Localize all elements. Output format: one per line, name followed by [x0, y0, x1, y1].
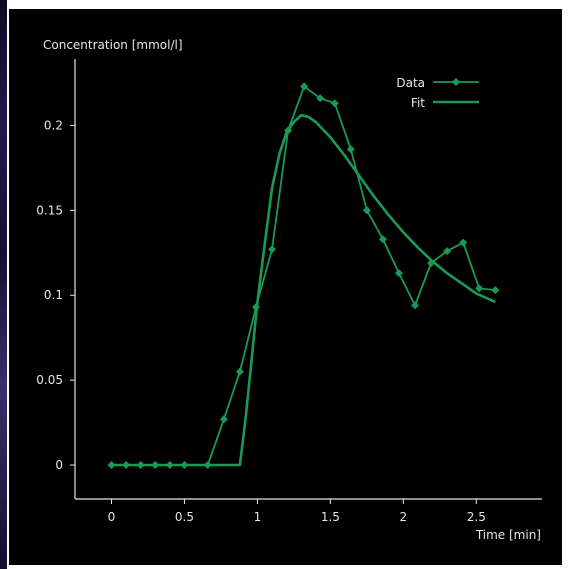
- data-point: [378, 235, 387, 244]
- data-point: [459, 238, 468, 247]
- chart-panel: 0 0.05 0.1 0.15 0.2 0 0.5 1 1.5 2 2.5 Concentrati…: [9, 9, 562, 565]
- series-layer: [107, 82, 500, 470]
- y-tick-label: 0.15: [36, 203, 63, 217]
- data-point: [268, 245, 277, 254]
- background-edge-strip: [0, 0, 7, 569]
- data-point: [107, 461, 116, 470]
- y-tick-label: 0.2: [44, 118, 63, 132]
- x-axis-ticks: 0 0.5 1 1.5 2 2.5: [108, 499, 486, 524]
- y-axis-ticks: 0 0.05 0.1 0.15 0.2: [36, 118, 75, 472]
- x-axis-label: Time [min]: [475, 528, 541, 542]
- fit-line: [111, 113, 496, 467]
- data-line: [111, 85, 496, 466]
- x-tick-label: 2.5: [467, 510, 486, 524]
- x-tick-label: 0: [108, 510, 116, 524]
- legend-label-fit: Fit: [411, 96, 425, 110]
- data-point: [330, 99, 339, 108]
- data-point: [443, 247, 452, 256]
- concentration-chart: 0 0.05 0.1 0.15 0.2 0 0.5 1 1.5 2 2.5 Concentrati…: [36, 38, 542, 542]
- data-point: [235, 367, 244, 376]
- y-tick-label: 0.1: [44, 288, 63, 302]
- data-point: [300, 82, 309, 91]
- data-point: [394, 269, 403, 278]
- y-tick-label: 0.05: [36, 373, 63, 387]
- data-point: [475, 284, 484, 293]
- legend: Data Fit: [396, 76, 479, 110]
- data-point: [316, 94, 325, 103]
- legend-marker-data: [452, 78, 460, 86]
- data-point: [491, 286, 500, 295]
- data-point: [362, 206, 371, 215]
- data-point: [219, 415, 228, 424]
- legend-label-data: Data: [396, 76, 425, 90]
- x-tick-label: 2: [400, 510, 408, 524]
- data-point: [346, 145, 355, 154]
- x-tick-label: 0.5: [175, 510, 194, 524]
- x-tick-label: 1.5: [321, 510, 340, 524]
- x-tick-label: 1: [254, 510, 262, 524]
- y-axis-label: Concentration [mmol/l]: [43, 38, 183, 52]
- y-tick-label: 0: [55, 458, 63, 472]
- data-point: [411, 301, 420, 310]
